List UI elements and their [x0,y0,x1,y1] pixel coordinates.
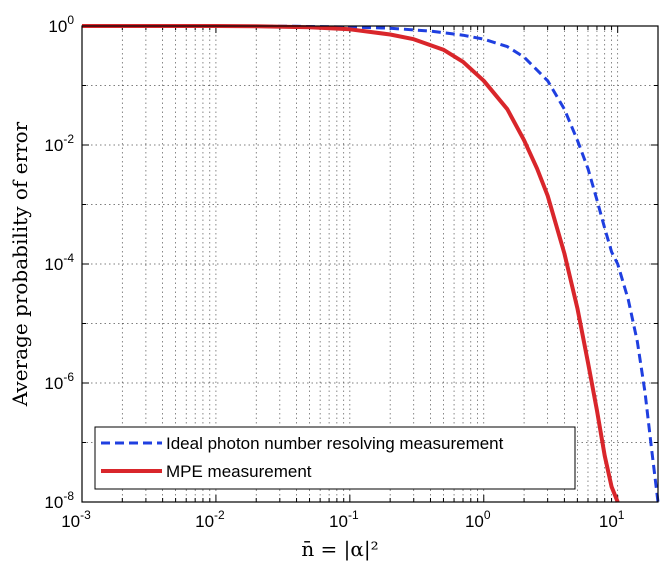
x-axis-label: n̄ = |α|² [301,537,378,562]
y-tick-label: 10-2 [44,132,74,155]
x-tick-label: 10-2 [195,508,225,531]
y-tick-label: 10-6 [44,370,74,393]
legend: Ideal photon number resolving measuremen… [94,426,576,490]
series-layer [82,24,660,503]
plot-frame [81,25,659,503]
legend-label-ideal: Ideal photon number resolving measuremen… [166,434,504,453]
x-tick-label: 101 [599,508,625,531]
x-tick-label: 10-1 [329,508,359,531]
series-line-mpe [82,24,620,503]
y-tick-label: 10-4 [44,251,74,274]
y-tick-label: 10-8 [44,489,74,512]
y-axis-label: Average probability of error [8,121,32,407]
series-line-ideal [82,24,660,503]
x-tick-label: 100 [465,508,491,531]
grid-layer [81,25,659,503]
x-tick-label: 10-3 [61,508,91,531]
y-tick-labels: 100 10-2 10-4 10-6 10-8 [44,13,74,512]
legend-label-mpe: MPE measurement [166,462,312,481]
x-tick-labels: 10-3 10-2 10-1 100 101 [61,508,625,531]
y-tick-label: 100 [48,13,74,36]
legend-box [94,426,576,490]
